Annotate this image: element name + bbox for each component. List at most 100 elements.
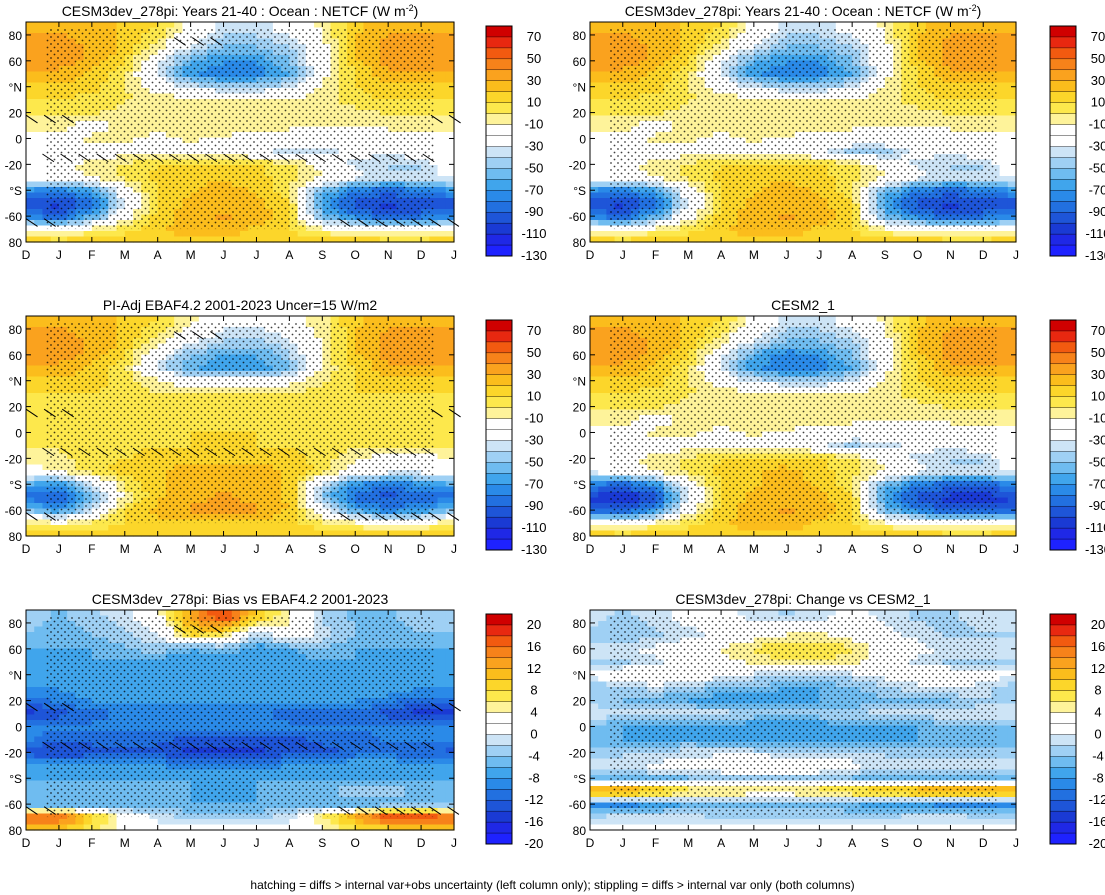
heatmap-cell (289, 231, 299, 238)
x-tick-label: M (683, 248, 693, 262)
heatmap-cell (445, 143, 455, 150)
heatmap-cell (437, 99, 447, 106)
heatmap-cell (26, 321, 35, 328)
heatmap-cell (598, 203, 607, 210)
heatmap-cell (198, 236, 208, 243)
heatmap-cell (975, 231, 984, 238)
heatmap-cell (421, 231, 430, 238)
y-tick-label: -60 (5, 210, 23, 224)
hatch-mark (356, 218, 369, 227)
heatmap-cell (445, 82, 455, 89)
heatmap-cell (388, 236, 397, 243)
colorbar-swatch (485, 25, 513, 38)
heatmap-cell (590, 220, 599, 227)
colorbar-label: 10 (1091, 95, 1105, 110)
heatmap-cell (934, 22, 943, 29)
heatmap-cell (141, 231, 151, 238)
heatmap-cell (281, 236, 290, 243)
heatmap-cell (174, 22, 183, 29)
heatmap-cell (598, 121, 607, 128)
heatmap-cell (26, 371, 35, 378)
heatmap-cell (958, 22, 968, 29)
heatmap-cell (999, 137, 1009, 144)
colorbar-swatch (1049, 124, 1077, 137)
heatmap-cell (1007, 165, 1017, 172)
heatmap-cell (606, 236, 616, 243)
colorbar-label: -130 (521, 248, 547, 263)
heatmap-cell (157, 231, 167, 238)
heatmap-cell (1007, 176, 1017, 183)
heatmap-cell (696, 22, 706, 29)
heatmap-cell (174, 236, 183, 243)
heatmap-cell (729, 236, 739, 243)
hatch-mark (114, 153, 127, 163)
heatmap-cell (34, 231, 44, 238)
heatmap-cell (108, 236, 118, 243)
colorbar-swatch (485, 80, 513, 93)
heatmap-cell (34, 143, 44, 150)
heatmap-cell (58, 22, 68, 29)
hatch-mark (78, 153, 91, 163)
heatmap-cell (663, 231, 673, 238)
heatmap-cell (445, 137, 455, 144)
heatmap-cell (445, 148, 455, 155)
heatmap-cell (108, 231, 118, 238)
heatmap-cell (437, 104, 447, 111)
heatmap-cell (893, 231, 902, 238)
heatmap-cell (647, 231, 657, 238)
heatmap-cell (388, 316, 397, 323)
panel-title: CESM3dev_278pi: Years 21-40 : Ocean : NE… (62, 3, 419, 19)
heatmap-cell (445, 121, 455, 128)
heatmap-cell (663, 22, 673, 29)
heatmap-cell (437, 316, 447, 323)
heatmap-cell (598, 170, 607, 177)
heatmap-cell (437, 165, 447, 172)
y-tick-label: 60 (9, 55, 23, 69)
heatmap-cell (371, 236, 381, 243)
heatmap-cell (958, 231, 968, 238)
heatmap-cell (437, 236, 447, 243)
heatmap-cell (272, 22, 282, 29)
heatmap-cell (437, 132, 447, 139)
colorbar-swatch (485, 47, 513, 60)
heatmap-cell (371, 231, 381, 238)
heatmap-cell (445, 365, 455, 372)
heatmap-cell (811, 22, 820, 29)
heatmap-cell (34, 22, 44, 29)
heatmap-cell (590, 137, 599, 144)
heatmap-cell (190, 22, 200, 29)
heatmap-cell (445, 66, 455, 73)
heatmap-cell (437, 181, 447, 188)
heatmap-cell (314, 22, 323, 29)
heatmap-cell (622, 231, 632, 238)
heatmap-cell (190, 231, 200, 238)
heatmap-cell (26, 209, 35, 216)
heatmap-cell (34, 316, 44, 323)
x-tick-label: F (88, 248, 95, 262)
heatmap-cell (67, 236, 76, 243)
hatch-mark (410, 218, 424, 227)
heatmap-cell (322, 236, 332, 243)
heatmap-cell (712, 22, 722, 29)
heatmap-cell (999, 115, 1009, 122)
heatmap-cell (445, 132, 455, 139)
heatmap-cell (852, 22, 861, 29)
heatmap-cell (437, 209, 447, 216)
x-tick-label: O (913, 248, 922, 262)
heatmap-cell (786, 22, 796, 29)
heatmap-cell (999, 159, 1009, 166)
heatmap-cell (182, 22, 192, 29)
y-tick-label: 80 (9, 236, 23, 250)
heatmap-cell (248, 231, 258, 238)
heatmap-cell (860, 231, 870, 238)
heatmap-cell (999, 214, 1009, 221)
colorbar-swatch (485, 102, 513, 115)
heatmap-cell (1007, 93, 1017, 100)
heatmap-cell (614, 231, 624, 238)
plot-frame (589, 21, 1017, 243)
x-tick-label: A (848, 248, 856, 262)
heatmap-cell (445, 170, 455, 177)
heatmap-cell (803, 231, 812, 238)
colorbar-swatch (1049, 102, 1077, 115)
